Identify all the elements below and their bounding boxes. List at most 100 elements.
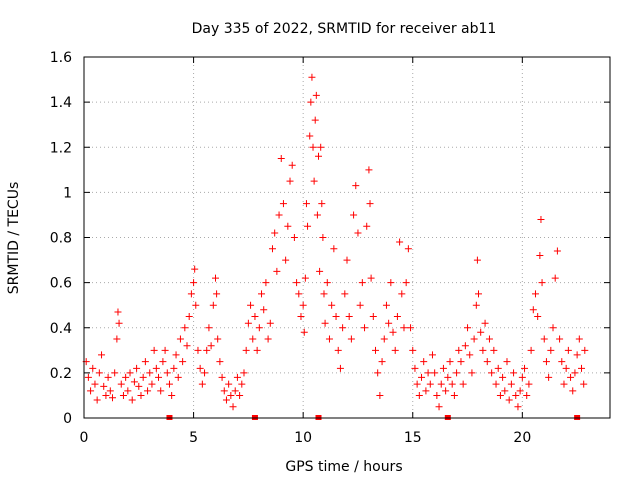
data-point xyxy=(537,215,545,223)
data-point xyxy=(251,312,259,320)
data-point xyxy=(448,380,456,388)
data-point xyxy=(233,373,241,381)
data-point xyxy=(475,290,482,298)
data-point xyxy=(387,279,395,287)
data-point xyxy=(144,387,152,395)
data-point xyxy=(174,373,182,381)
data-point xyxy=(133,364,141,372)
data-point xyxy=(581,346,589,354)
data-point xyxy=(201,369,209,377)
data-point xyxy=(264,335,272,343)
data-point xyxy=(545,373,553,381)
data-point xyxy=(295,290,303,298)
data-point xyxy=(91,380,99,388)
data-point xyxy=(573,351,581,359)
data-point xyxy=(393,312,401,320)
data-point xyxy=(407,324,415,332)
data-point xyxy=(275,211,283,219)
y-tick-label: 0.2 xyxy=(50,366,72,382)
data-point xyxy=(297,312,305,320)
data-point xyxy=(312,91,320,99)
data-point xyxy=(442,387,450,395)
data-point xyxy=(385,319,393,327)
data-point xyxy=(527,346,535,354)
data-point xyxy=(382,301,390,309)
y-axis-ticks: 0 0.2 0.4 0.6 0.8 1 1.2 1.4 1.6 xyxy=(50,50,610,427)
data-point xyxy=(311,116,319,124)
data-point xyxy=(507,380,515,388)
data-point xyxy=(350,211,358,219)
data-point xyxy=(488,369,496,377)
data-point xyxy=(203,346,211,354)
data-point xyxy=(320,290,328,298)
x-tick-label: 10 xyxy=(294,430,312,446)
data-point xyxy=(341,290,349,298)
data-point xyxy=(553,247,561,255)
data-point xyxy=(218,373,226,381)
data-point xyxy=(244,319,252,327)
data-point xyxy=(413,380,421,388)
data-point xyxy=(525,380,533,388)
data-point xyxy=(428,351,436,359)
data-point xyxy=(130,378,138,386)
data-point xyxy=(336,364,344,372)
data-point xyxy=(181,324,189,332)
data-point xyxy=(374,369,382,377)
data-point xyxy=(479,346,487,354)
data-point xyxy=(247,301,255,309)
data-point xyxy=(317,143,325,151)
data-point xyxy=(304,222,312,230)
data-point xyxy=(307,98,315,106)
data-point xyxy=(461,342,469,350)
data-point xyxy=(575,335,583,343)
data-point xyxy=(104,373,112,381)
data-point xyxy=(518,373,526,381)
data-point xyxy=(398,290,406,298)
data-point xyxy=(409,346,417,354)
data-point xyxy=(119,391,127,399)
data-point xyxy=(84,373,92,381)
data-point xyxy=(328,301,336,309)
data-point xyxy=(313,211,321,219)
data-point xyxy=(435,403,443,411)
data-point xyxy=(361,324,369,332)
data-point xyxy=(137,391,145,399)
data-point xyxy=(538,279,546,287)
data-point xyxy=(318,200,326,208)
data-point xyxy=(411,364,419,372)
data-point xyxy=(249,335,257,343)
data-point xyxy=(569,387,577,395)
data-point xyxy=(437,380,445,388)
data-point xyxy=(365,166,373,174)
data-point xyxy=(255,324,263,332)
x-axis-label: GPS time / hours xyxy=(285,459,402,475)
data-point xyxy=(315,152,323,160)
data-point xyxy=(183,342,191,350)
y-tick-label: 0.8 xyxy=(50,231,72,247)
data-point xyxy=(564,346,572,354)
data-point xyxy=(339,324,347,332)
data-point xyxy=(367,274,375,282)
data-point xyxy=(207,342,215,350)
data-point xyxy=(457,358,465,366)
data-point xyxy=(192,301,200,309)
data-point xyxy=(466,351,474,359)
data-point xyxy=(273,267,281,275)
data-point xyxy=(503,358,511,366)
grid-lines xyxy=(84,57,610,418)
data-point xyxy=(253,346,261,354)
data-point xyxy=(378,358,386,366)
data-point xyxy=(306,132,314,140)
data-point xyxy=(549,324,557,332)
data-point xyxy=(540,335,548,343)
data-point xyxy=(271,229,279,237)
data-point xyxy=(389,328,397,336)
data-point xyxy=(242,346,250,354)
data-point xyxy=(260,306,268,314)
data-point xyxy=(222,396,230,404)
data-point xyxy=(196,364,204,372)
data-point xyxy=(571,369,579,377)
data-point xyxy=(433,391,441,399)
data-point xyxy=(556,335,564,343)
